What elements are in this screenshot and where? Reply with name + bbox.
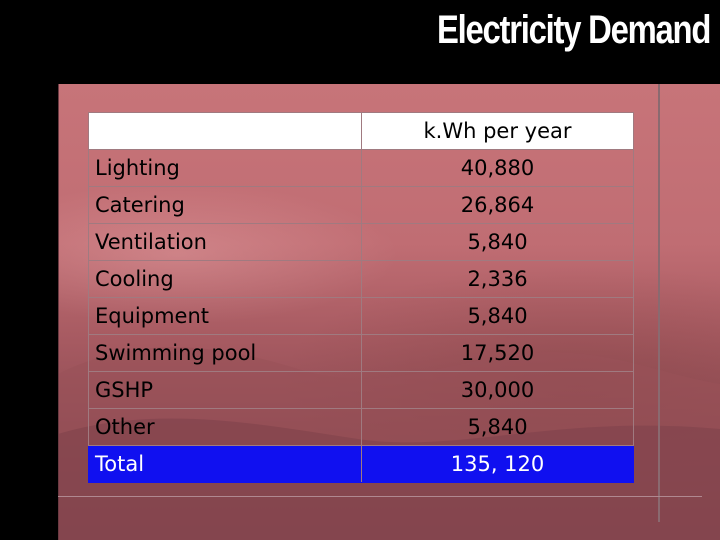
table-row: Cooling 2,336 (88, 260, 634, 298)
row-label: Equipment (88, 297, 362, 335)
electricity-demand-table: k.Wh per year Lighting 40,880 Catering 2… (88, 112, 634, 483)
row-value: 17,520 (361, 334, 634, 372)
slide-title: Electricity Demand (436, 8, 711, 52)
row-value: 2,336 (361, 260, 634, 298)
row-label: Cooling (88, 260, 362, 298)
left-edge-line (58, 84, 59, 540)
row-label: Lighting (88, 149, 362, 187)
row-value: 40,880 (361, 149, 634, 187)
total-value: 135, 120 (361, 445, 634, 483)
table-row: Equipment 5,840 (88, 297, 634, 335)
table-row: Catering 26,864 (88, 186, 634, 224)
vertical-divider-line (658, 84, 660, 522)
table-row: Lighting 40,880 (88, 149, 634, 187)
row-label: Catering (88, 186, 362, 224)
row-label: Ventilation (88, 223, 362, 261)
row-value: 26,864 (361, 186, 634, 224)
row-label: GSHP (88, 371, 362, 409)
table-total-row: Total 135, 120 (88, 445, 634, 483)
row-label: Other (88, 408, 362, 446)
table-row: Ventilation 5,840 (88, 223, 634, 261)
horizontal-divider-line (58, 496, 702, 497)
row-value: 5,840 (361, 223, 634, 261)
row-value: 5,840 (361, 297, 634, 335)
table-row: Other 5,840 (88, 408, 634, 446)
row-value: 5,840 (361, 408, 634, 446)
header-label-cell (88, 112, 362, 150)
table-row: Swimming pool 17,520 (88, 334, 634, 372)
table-header-row: k.Wh per year (88, 112, 634, 150)
total-label: Total (88, 445, 362, 483)
row-value: 30,000 (361, 371, 634, 409)
row-label: Swimming pool (88, 334, 362, 372)
header-value-cell: k.Wh per year (361, 112, 634, 150)
table-row: GSHP 30,000 (88, 371, 634, 409)
